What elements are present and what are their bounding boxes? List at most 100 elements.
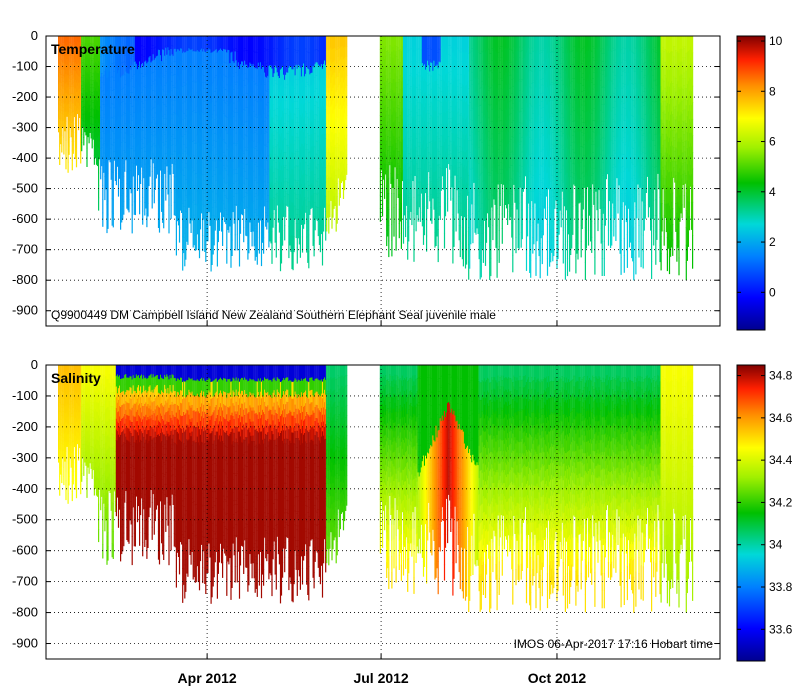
profile-cell	[160, 103, 162, 114]
profile-cell	[432, 82, 434, 95]
profile-cell	[390, 162, 392, 174]
profile-cell	[464, 52, 467, 70]
profile-cell	[81, 44, 83, 53]
profile-cell	[330, 59, 332, 72]
profile-cell	[98, 123, 100, 136]
profile-cell	[63, 86, 65, 96]
profile-cell	[435, 65, 437, 82]
profile-cell	[90, 94, 92, 103]
profile-cell	[88, 74, 90, 83]
profile-cell	[456, 123, 458, 136]
profile-cell	[422, 50, 425, 67]
profile-cell	[223, 165, 225, 179]
profile-cell	[448, 45, 450, 55]
profile-cell	[216, 216, 218, 234]
profile-cell	[244, 159, 246, 172]
profile-cell	[412, 108, 414, 120]
profile-cell	[211, 68, 213, 86]
profile-cell	[264, 133, 266, 146]
profile-cell	[393, 136, 395, 151]
profile-cell	[151, 134, 153, 148]
profile-cell	[406, 96, 408, 110]
profile-cell	[139, 86, 141, 100]
profile-cell	[403, 74, 406, 88]
profile-cell	[288, 36, 290, 53]
profile-cell	[460, 74, 462, 88]
profile-cell	[418, 170, 420, 183]
profile-cell	[433, 147, 435, 161]
profile-cell	[112, 172, 114, 187]
profile-cell	[329, 87, 331, 101]
profile-cell	[102, 171, 104, 186]
profile-cell	[126, 134, 128, 148]
profile-cell	[149, 76, 151, 87]
profile-cell	[123, 137, 125, 151]
profile-cell	[78, 56, 80, 64]
profile-cell	[235, 36, 237, 49]
profile-cell	[133, 87, 135, 101]
profile-cell	[216, 167, 218, 185]
profile-cell	[255, 83, 257, 100]
profile-cell	[462, 68, 464, 86]
profile-cell	[315, 75, 317, 89]
profile-cell	[173, 87, 175, 101]
profile-cell	[435, 80, 437, 97]
profile-cell	[387, 221, 389, 237]
profile-cell	[131, 134, 133, 149]
profile-cell	[433, 36, 435, 49]
profile-cell	[303, 145, 305, 161]
profile-cell	[282, 80, 284, 97]
profile-cell	[190, 36, 192, 51]
profile-cell	[223, 203, 225, 218]
profile-cell	[309, 163, 311, 177]
profile-cell	[135, 119, 137, 129]
profile-cell	[280, 149, 283, 167]
profile-cell	[100, 97, 102, 108]
profile-cell	[461, 83, 463, 101]
profile-cell	[394, 92, 396, 102]
profile-cell	[206, 94, 208, 110]
profile-cell	[446, 83, 448, 93]
profile-cell	[324, 72, 326, 86]
profile-cell	[435, 95, 437, 112]
profile-cell	[166, 119, 168, 130]
profile-cell	[278, 176, 280, 191]
profile-cell	[129, 101, 131, 113]
profile-cell	[407, 99, 409, 117]
profile-cell	[296, 246, 298, 264]
profile-cell	[186, 36, 188, 52]
profile-cell	[403, 163, 406, 177]
profile-cell	[262, 168, 264, 184]
profile-cell	[197, 81, 199, 98]
profile-cell	[273, 60, 275, 74]
profile-cell	[83, 137, 85, 146]
profile-cell	[422, 65, 425, 82]
profile-cell	[341, 98, 344, 109]
profile-cell	[109, 134, 111, 145]
profile-cell	[172, 65, 174, 76]
profile-cell	[165, 71, 167, 84]
profile-cell	[164, 143, 166, 155]
profile-cell	[344, 101, 346, 114]
profile-cell	[323, 36, 325, 51]
profile-cell	[130, 80, 132, 93]
profile-cell	[223, 100, 225, 114]
profile-cell	[338, 48, 340, 61]
profile-cell	[193, 155, 195, 171]
profile-cell	[107, 187, 109, 202]
profile-cell	[119, 137, 121, 149]
profile-cell	[255, 162, 257, 179]
profile-cell	[96, 100, 99, 111]
profile-cell	[393, 193, 395, 208]
profile-cell	[115, 99, 117, 111]
profile-cell	[234, 112, 236, 129]
profile-cell	[92, 124, 94, 133]
profile-cell	[308, 85, 310, 103]
profile-cell	[133, 176, 135, 190]
profile-cell	[264, 157, 266, 170]
profile-cell	[459, 162, 461, 179]
profile-cell	[428, 55, 430, 66]
profile-cell	[65, 102, 67, 113]
profile-cell	[212, 51, 214, 68]
profile-cell	[332, 191, 334, 205]
